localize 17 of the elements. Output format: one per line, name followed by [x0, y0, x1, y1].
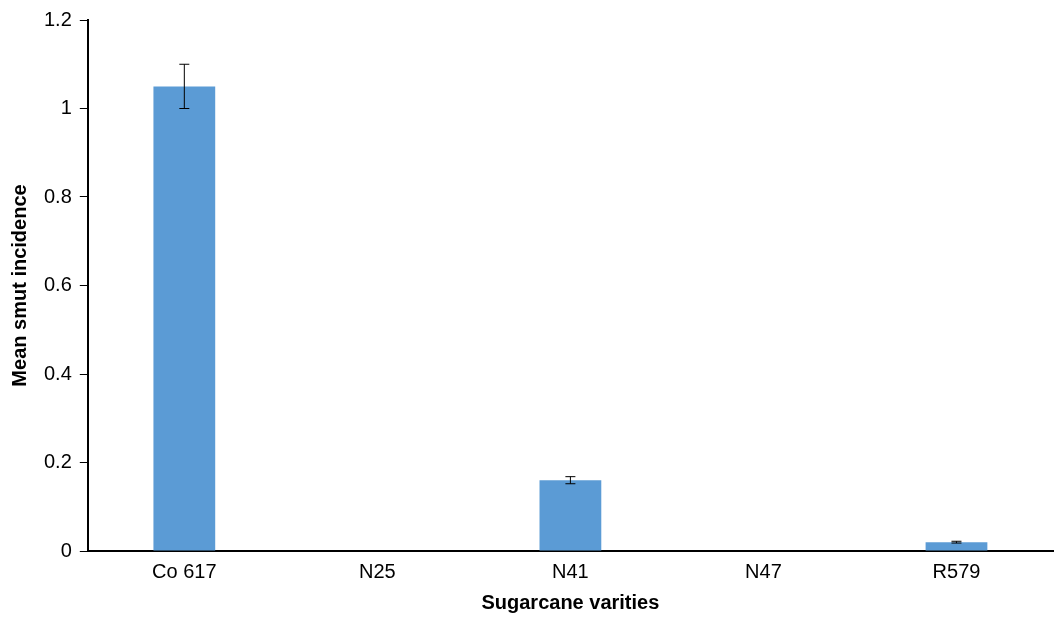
- x-tick-label: R579: [932, 559, 981, 582]
- y-tick-label: 0.4: [43, 361, 72, 384]
- y-tick-label: 0: [60, 538, 72, 561]
- bar: [153, 86, 216, 551]
- x-axis-title: Sugarcane varities: [481, 590, 660, 613]
- x-tick-label: Co 617: [152, 559, 217, 582]
- y-tick-label: 0.8: [43, 184, 72, 207]
- y-tick-label: 1: [60, 96, 72, 119]
- y-axis-title: Mean smut incidence: [7, 184, 30, 387]
- bar: [925, 542, 988, 551]
- y-tick-label: 1.2: [43, 7, 72, 30]
- x-tick-label: N41: [552, 559, 589, 582]
- x-tick-label: N25: [359, 559, 396, 582]
- x-tick-label: N47: [745, 559, 782, 582]
- bar: [539, 480, 602, 551]
- y-tick-label: 0.2: [43, 450, 72, 473]
- y-tick-label: 0.6: [43, 273, 72, 296]
